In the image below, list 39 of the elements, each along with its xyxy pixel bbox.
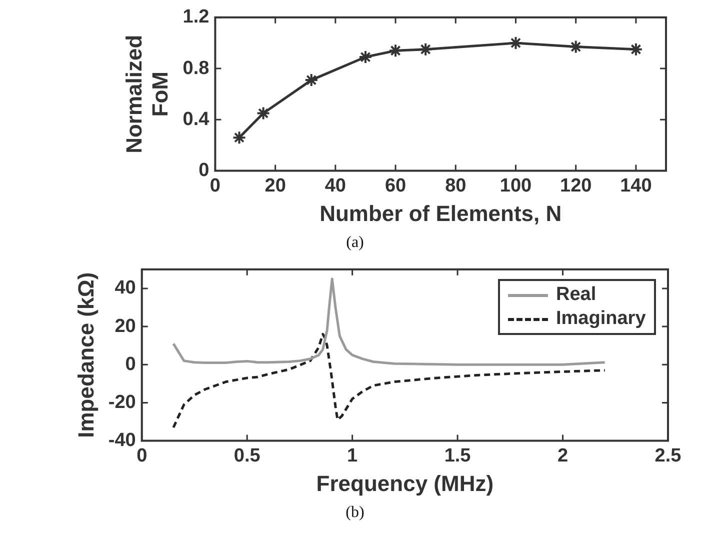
- x-tick-label: 80: [445, 175, 466, 196]
- y-tick-label: -20: [108, 392, 136, 413]
- point: [508, 36, 523, 50]
- point: [628, 42, 643, 56]
- y-axis-title: Impedance (kΩ): [73, 272, 98, 438]
- x-tick-label: 140: [620, 175, 652, 196]
- text: (b): [344, 504, 366, 522]
- x-tick-label: 2: [557, 445, 568, 466]
- x-tick-label: 60: [384, 175, 406, 196]
- y-axis-title: Normalized FoM: [121, 34, 173, 154]
- y-tick-label: 0.8: [182, 58, 210, 79]
- legend-label: Imaginary: [556, 307, 646, 332]
- x-axis-title: Number of Elements, N: [320, 200, 562, 226]
- y-tick-label: 0.4: [182, 108, 210, 130]
- x-tick-label: 120: [560, 175, 592, 196]
- point: [388, 44, 403, 58]
- legend-label: Real: [556, 283, 596, 308]
- point: [256, 106, 270, 120]
- point: [568, 40, 583, 54]
- point: [232, 130, 246, 145]
- y-tick-label: 0: [125, 354, 136, 375]
- x-tick-label: 100: [500, 175, 532, 196]
- point: [418, 42, 433, 56]
- x-axis-title: Frequency (MHz): [316, 470, 494, 496]
- x-tick-label: 1: [347, 445, 358, 466]
- y-tick-label: 40: [114, 278, 136, 299]
- y-tick-label: 0: [198, 160, 210, 182]
- y-tick-label: 20: [114, 316, 136, 337]
- x-tick-label: 20: [264, 175, 286, 196]
- point: [358, 50, 372, 64]
- y-tick-label: -40: [108, 430, 136, 452]
- x-tick-label: 2.5: [654, 445, 682, 466]
- y-tick-label: 1.2: [182, 6, 210, 28]
- x-tick-label: 1.5: [444, 445, 472, 466]
- line-series: [172, 332, 606, 429]
- x-tick-label: 0.5: [234, 445, 261, 466]
- text: (a): [345, 234, 365, 252]
- point: [304, 73, 318, 88]
- x-tick-label: 40: [324, 175, 346, 196]
